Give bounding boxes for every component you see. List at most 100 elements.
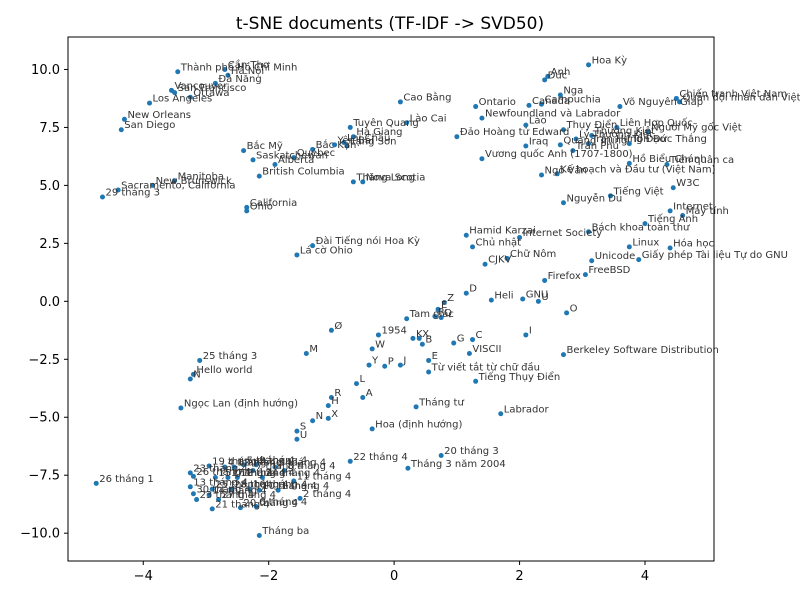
point-label: Quân đội nhân dân Việt Nam xyxy=(683,91,800,103)
data-point xyxy=(539,172,545,178)
point-label: Đức xyxy=(548,69,568,81)
data-point xyxy=(250,468,256,474)
data-point xyxy=(291,155,297,161)
point-label: J xyxy=(402,356,406,367)
point-label: Người Mỹ gốc Việt xyxy=(651,122,742,134)
data-point xyxy=(667,245,673,251)
point-label: H xyxy=(331,396,339,407)
data-point xyxy=(212,80,218,86)
data-point xyxy=(526,102,532,108)
x-tick-label: −4 xyxy=(134,569,153,584)
y-tick-label: −2.5 xyxy=(28,353,60,368)
point-label: Võ Nguyên Giáp xyxy=(623,96,703,108)
point-label: Tháng ba xyxy=(261,525,309,537)
point-label: Thương Kiệt xyxy=(594,125,655,137)
data-point xyxy=(310,418,316,424)
data-point xyxy=(206,492,212,498)
data-point xyxy=(482,261,488,267)
y-tick-label: 7.5 xyxy=(39,121,60,136)
data-point xyxy=(190,473,196,479)
data-point xyxy=(275,487,281,493)
point-label: San Francisco xyxy=(178,83,247,94)
data-point xyxy=(150,182,156,188)
point-label: 1954 xyxy=(381,325,406,336)
data-point xyxy=(197,357,203,363)
point-label: Hồ Biểu Chánh xyxy=(632,152,706,165)
point-label: 21 tháng 4 xyxy=(215,498,270,510)
data-point xyxy=(187,94,193,100)
point-label: 27 tháng 4 xyxy=(222,489,277,501)
point-label: 9 tháng 4 xyxy=(259,454,307,466)
point-label: 26 tháng 1 xyxy=(99,473,154,485)
point-label: 3 tháng 4 xyxy=(278,457,326,469)
data-point xyxy=(247,486,253,492)
point-label: California xyxy=(250,198,297,209)
data-point xyxy=(93,480,99,486)
data-point xyxy=(523,122,529,128)
point-label: 29 tháng 3 xyxy=(105,186,160,198)
point-label: 4 tháng 4 xyxy=(228,457,276,469)
data-point xyxy=(178,405,184,411)
point-label: Tiếng Việt xyxy=(613,185,664,197)
point-label: Hoa Kỳ xyxy=(592,54,628,66)
point-label: Chữ Nôm xyxy=(510,248,556,260)
point-label: Từ viết tắt từ chữ đầu xyxy=(431,361,540,374)
point-label: Campuchia xyxy=(545,95,601,106)
point-label: E xyxy=(441,300,447,311)
point-label: VISCII xyxy=(472,344,501,355)
point-label: 22 tháng 4 xyxy=(353,451,408,463)
data-point xyxy=(310,243,316,249)
point-label: 30 tháng 4 xyxy=(196,483,251,495)
point-label: 23 tháng 4 xyxy=(200,489,255,501)
point-label: Nguyễn Du xyxy=(566,191,622,204)
data-point xyxy=(347,124,353,130)
point-label: Hà Giang xyxy=(356,126,402,138)
data-point xyxy=(190,371,196,377)
point-label: British Columbia xyxy=(262,167,344,178)
point-label: Kế hoạch và Đầu tư (Việt Nam) xyxy=(560,163,715,175)
point-label: Máy tính xyxy=(686,205,729,217)
point-label: Linux xyxy=(632,237,659,248)
point-label: Ngô Văn xyxy=(545,164,587,176)
data-point xyxy=(256,487,262,493)
data-point xyxy=(413,404,419,410)
data-point xyxy=(206,463,212,469)
data-point xyxy=(451,340,457,346)
data-point xyxy=(360,179,366,185)
point-label: Lào xyxy=(529,115,547,127)
data-point xyxy=(479,156,485,162)
point-label: N xyxy=(316,411,323,422)
x-tick-label: −2 xyxy=(259,569,278,584)
point-label: Newfoundland và Labrador xyxy=(485,108,621,120)
point-label: R xyxy=(334,388,341,399)
point-label: 12 tháng 4 xyxy=(237,457,292,469)
point-label: Ø xyxy=(334,320,342,332)
data-point xyxy=(99,194,105,200)
point-label: 23 tháng 4 xyxy=(193,462,248,474)
data-point xyxy=(328,327,334,333)
point-label: W3C xyxy=(676,178,699,189)
data-point xyxy=(535,298,541,304)
data-point xyxy=(397,362,403,368)
point-label: Trần Hưng Đạo xyxy=(591,133,666,145)
point-label: Tam giác xyxy=(409,308,454,320)
data-point xyxy=(294,428,300,434)
data-point xyxy=(225,475,231,481)
data-point xyxy=(147,100,153,106)
y-tick-label: 2.5 xyxy=(39,237,60,252)
point-label: Tiếng Anh xyxy=(647,213,698,225)
data-point xyxy=(231,464,237,470)
point-label: Lai Châu xyxy=(347,132,390,144)
data-point xyxy=(369,426,375,432)
data-point xyxy=(253,504,259,510)
data-point xyxy=(194,497,200,503)
data-point xyxy=(545,73,551,79)
data-point xyxy=(241,148,247,154)
point-label: Vancouver xyxy=(174,81,228,92)
data-point xyxy=(426,357,432,363)
data-point xyxy=(294,436,300,442)
data-point xyxy=(360,395,366,401)
data-point xyxy=(222,464,228,470)
point-label: 5 tháng 4 xyxy=(247,454,295,466)
point-label: U xyxy=(541,292,548,303)
